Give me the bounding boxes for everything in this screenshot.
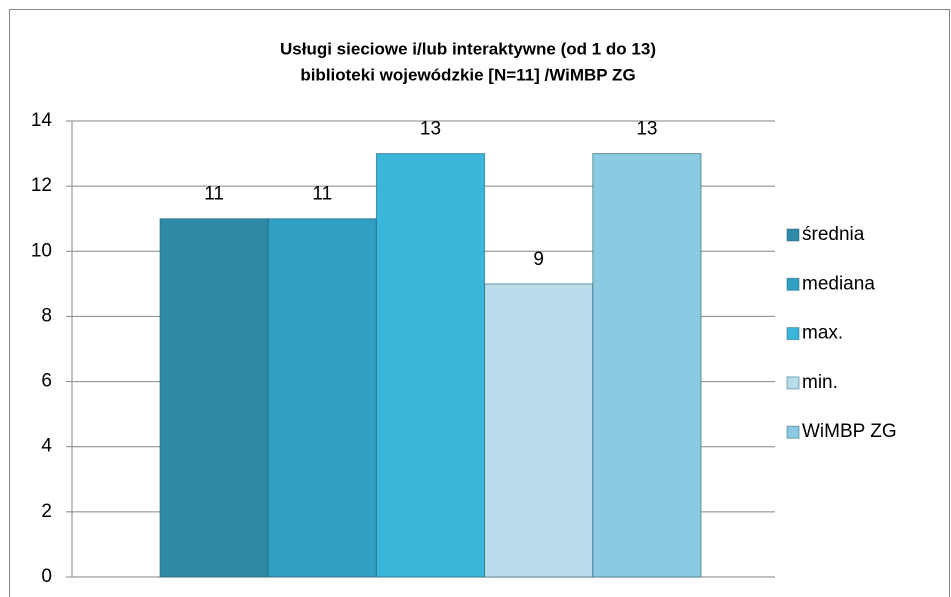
legend-swatch: [786, 376, 800, 390]
value-label: 11: [312, 184, 332, 205]
legend-swatch: [786, 327, 800, 341]
legend-swatch: [786, 277, 800, 291]
value-label: 13: [636, 119, 657, 140]
legend-label: mediana: [802, 273, 875, 294]
chart-title: Usługi sieciowe i/lub interaktywne (od 1…: [280, 39, 656, 58]
value-label: 13: [420, 119, 441, 140]
y-tick-label: 12: [31, 175, 52, 196]
value-label: 11: [204, 184, 224, 205]
y-tick-label: 2: [41, 501, 52, 522]
y-tick-label: 4: [41, 436, 52, 457]
y-tick-label: 0: [41, 566, 52, 587]
bar: [592, 153, 702, 578]
y-tick-label: 14: [31, 110, 53, 131]
legend-label: WiMBP ZG: [802, 421, 897, 442]
legend-label: średnia: [802, 224, 865, 245]
legend-swatch: [786, 228, 800, 242]
bar: [375, 153, 486, 578]
value-label: 9: [533, 249, 544, 270]
legend-label: min.: [802, 372, 838, 393]
y-tick-label: 10: [31, 240, 52, 261]
chart-title: biblioteki wojewódzkie [N=11] /WiMBP ZG: [300, 65, 635, 84]
legend-swatch: [786, 425, 800, 439]
bar: [484, 283, 594, 578]
legend-label: max.: [802, 323, 843, 344]
bar: [159, 218, 269, 578]
y-tick-label: 6: [41, 371, 52, 392]
y-tick-label: 8: [41, 305, 52, 326]
bar: [267, 218, 377, 578]
